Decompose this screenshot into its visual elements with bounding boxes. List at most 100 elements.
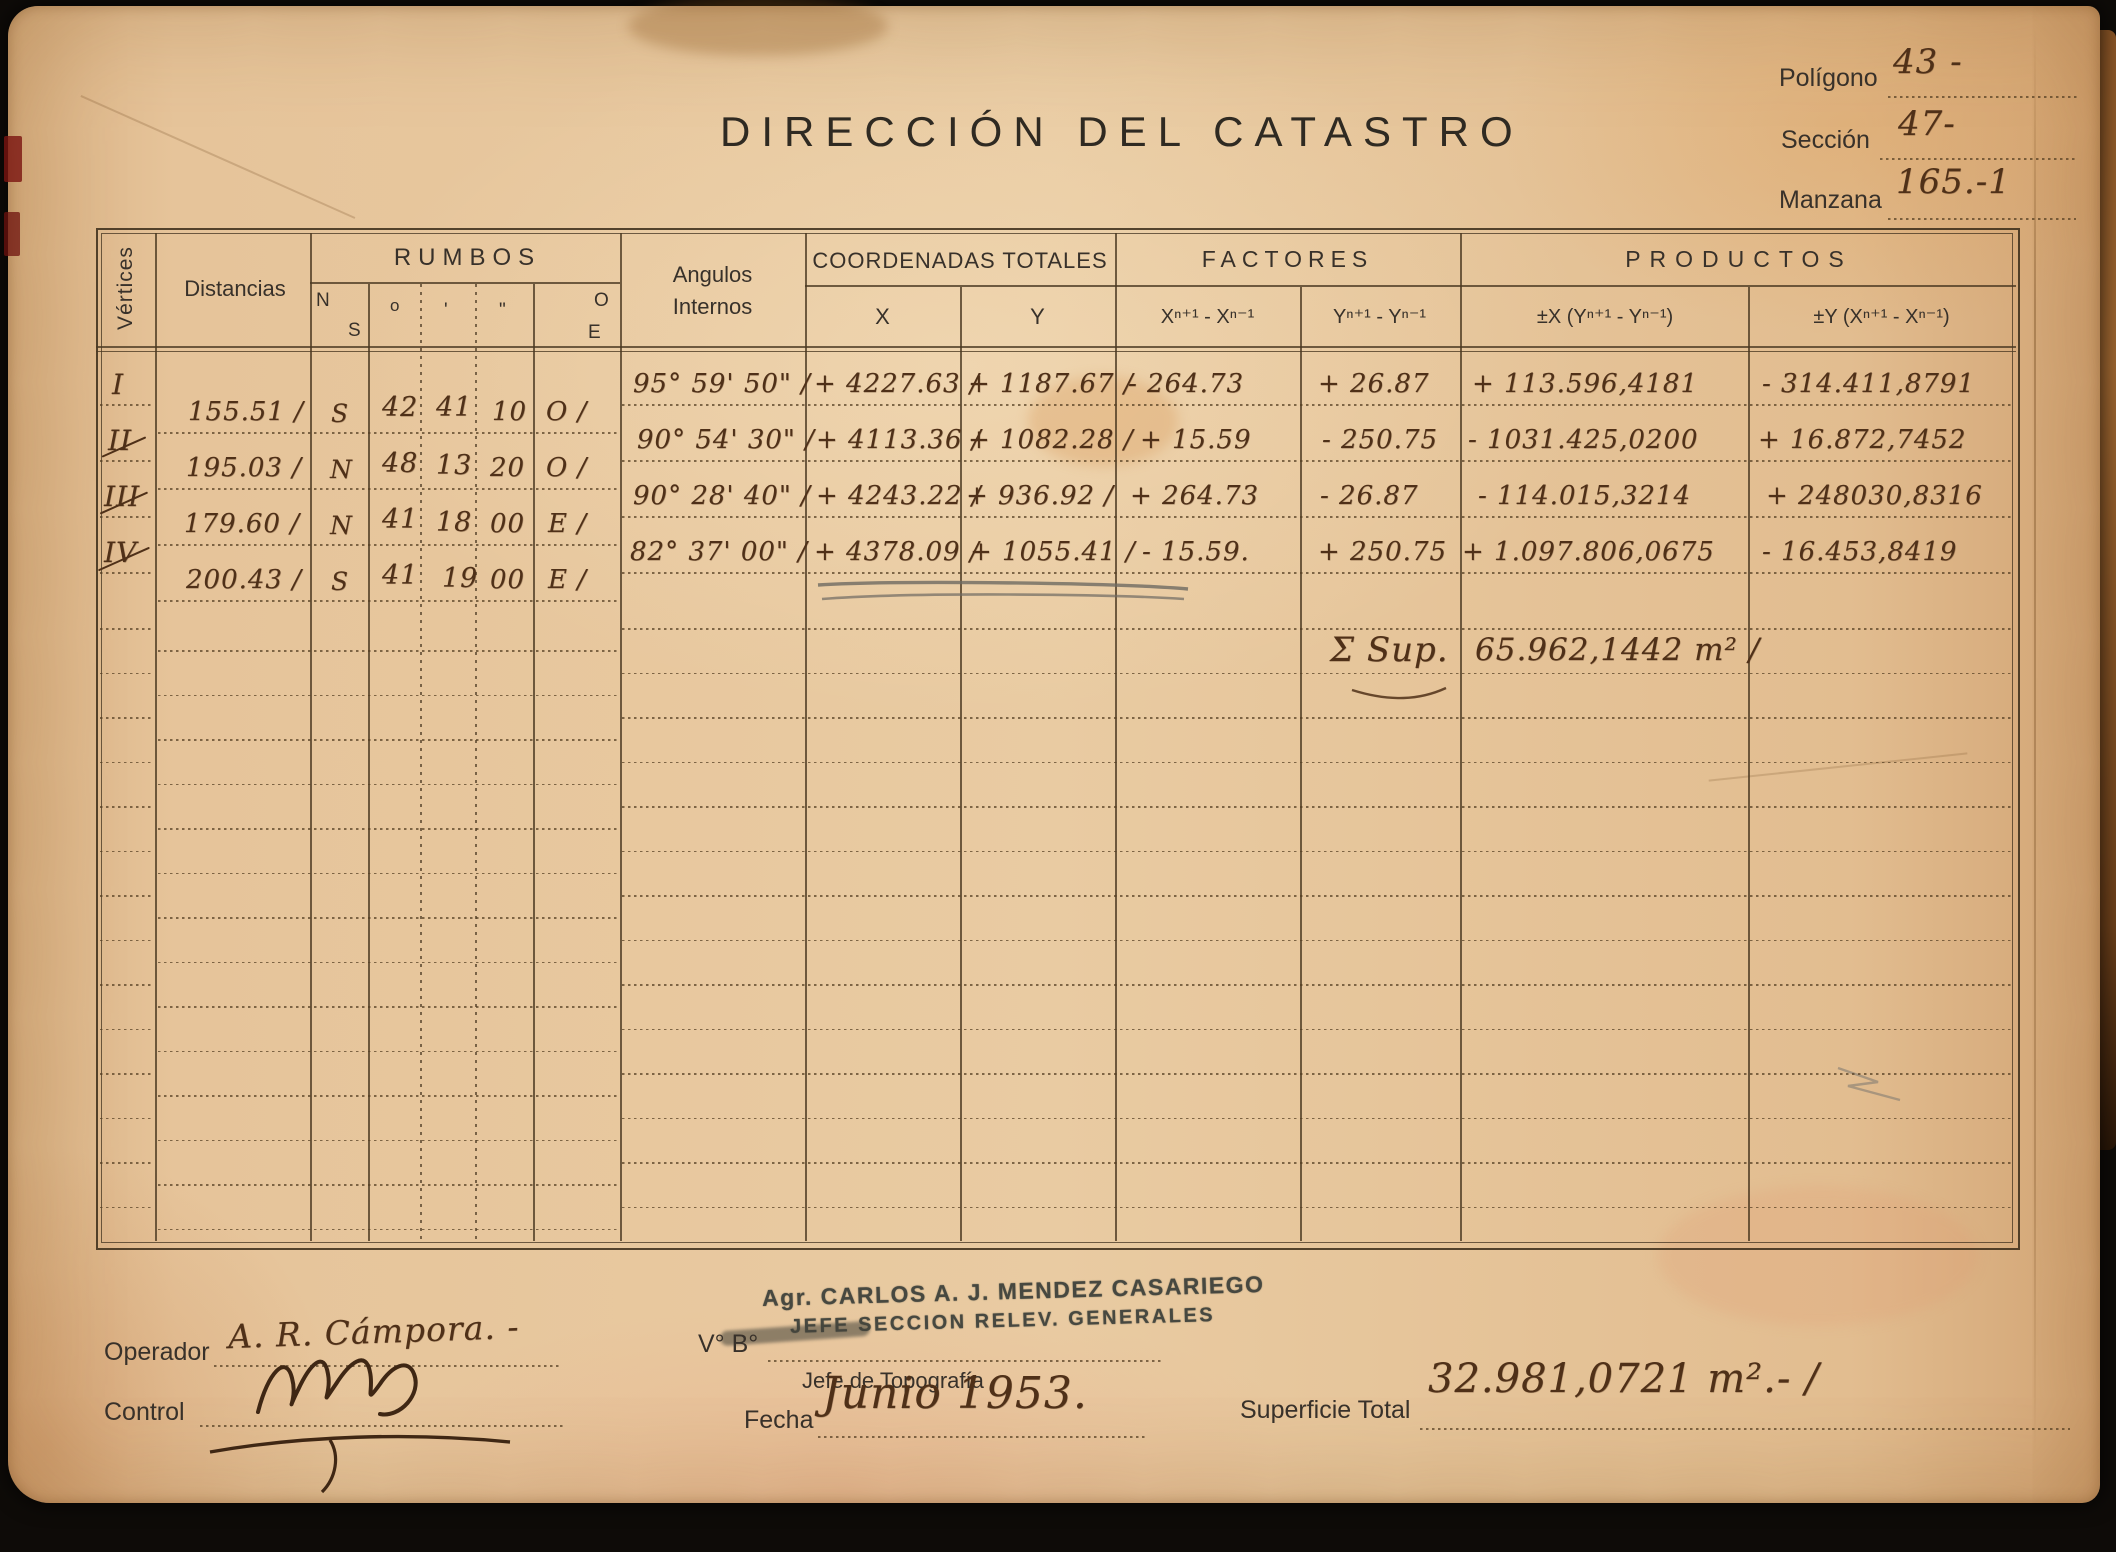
coord-x-value: + 4243.22 /	[816, 481, 982, 511]
red-archive-mark	[4, 212, 20, 256]
sum-value: 65.962,1442 m² /	[1475, 632, 1761, 668]
row-rule-dotted	[622, 1073, 2014, 1075]
row-rule-dotted	[158, 600, 618, 602]
fecha-line	[818, 1436, 1148, 1438]
row-rule-dotted	[158, 488, 618, 490]
vobo-label: V° B°	[698, 1330, 759, 1358]
prod-x-value: + 1.097.806,0675	[1462, 537, 1715, 567]
row-rule-dotted	[622, 895, 2014, 897]
col-rule	[960, 287, 962, 1241]
row-rule-dotted	[100, 1117, 154, 1120]
row-rule-dotted	[100, 572, 154, 574]
control-label: Control	[104, 1398, 185, 1426]
row-rule-dotted	[100, 1206, 154, 1209]
header-coordenadas: COORDENADAS TOTALES	[812, 248, 1108, 273]
operador-label: Operador	[104, 1338, 210, 1366]
jefe-topografia-label: Jefe de Topografía	[802, 1368, 984, 1393]
row-rule-dotted	[158, 1050, 618, 1053]
distancia-value: 200.43 /	[186, 565, 302, 595]
header-rumbos-e: E	[588, 322, 601, 343]
row-rule-dotted	[622, 939, 2014, 942]
poligono-value: 43 -	[1893, 42, 1963, 82]
header-rumbos-min: '	[444, 300, 448, 321]
col-rule	[1300, 287, 1302, 1241]
row-rule-dotted	[158, 694, 618, 697]
row-rule-dotted	[158, 783, 618, 786]
distancia-value: 155.51 /	[188, 397, 304, 427]
page-title: DIRECCIÓN DEL CATASTRO	[720, 108, 1524, 155]
prod-y-value: + 248030,8316	[1766, 481, 1983, 511]
rumbo-ns: S	[331, 567, 350, 596]
row-rule-dotted	[158, 739, 618, 741]
rumbo-deg: 41	[382, 560, 419, 591]
row-rule-dotted	[100, 806, 154, 808]
rumbo-ns: N	[330, 455, 353, 484]
row-rule-dotted	[100, 628, 154, 630]
header-rule	[96, 346, 2016, 348]
sum-label: Σ Sup.	[1330, 630, 1449, 670]
row-rule-dotted	[100, 460, 154, 462]
row-rule-dotted	[158, 1006, 618, 1008]
factor-x-value: - 264.73	[1128, 369, 1245, 399]
coord-x-value: + 4113.36 /	[816, 425, 982, 455]
seccion-label: Sección	[1781, 126, 1870, 154]
rumbo-oe: E /	[548, 565, 588, 595]
coord-y-value: + 1055.41 /	[970, 537, 1136, 567]
col-rule	[533, 284, 535, 1241]
col-rule	[1748, 287, 1750, 1241]
col-rule	[368, 284, 370, 1241]
row-rule-dotted	[622, 761, 2014, 764]
coord-x-value: + 4227.63 /	[814, 369, 980, 399]
row-rule-dotted	[622, 984, 2014, 986]
prod-y-value: - 314.411,8791	[1762, 369, 1975, 399]
row-rule-dotted	[622, 672, 2014, 675]
rumbo-deg: 42	[382, 392, 419, 423]
rumbo-oe: O /	[546, 453, 588, 483]
row-rule-dotted	[622, 1028, 2014, 1031]
angulo-value: 82° 37' 00" /	[630, 537, 808, 567]
rumbo-deg: 48	[382, 448, 419, 479]
header-rule	[310, 282, 620, 284]
row-rule-dotted	[622, 572, 2014, 574]
rumbo-sec: 10	[492, 397, 528, 427]
header-rumbos-deg: o	[390, 296, 400, 315]
factor-y-value: + 250.75	[1318, 537, 1448, 567]
superficie-line	[1420, 1428, 2070, 1430]
seccion-value: 47-	[1898, 104, 1956, 144]
factor-x-value: + 15.59	[1140, 425, 1252, 455]
row-rule-dotted	[158, 872, 618, 875]
rumbo-min: 13	[436, 450, 473, 481]
rumbo-sec: 20	[490, 453, 526, 483]
header-rumbos-sec: "	[499, 300, 506, 321]
row-rule-dotted	[158, 917, 618, 919]
row-rule-dotted	[158, 828, 618, 830]
prod-x-value: - 1031.425,0200	[1468, 425, 1699, 455]
angulo-value: 95° 59' 50" /	[633, 369, 811, 399]
row-rule-dotted	[158, 1184, 618, 1186]
prod-x-value: - 114.015,3214	[1478, 481, 1691, 511]
row-rule-dotted	[622, 404, 2014, 406]
rumbo-oe: E /	[548, 509, 588, 539]
rumbo-deg: 41	[382, 504, 419, 535]
header-factor-x: Xⁿ⁺¹ - Xⁿ⁻¹	[1160, 306, 1255, 328]
row-rule-dotted	[100, 1162, 154, 1164]
rumbo-ns: N	[330, 511, 353, 540]
header-rumbos: RUMBOS	[393, 244, 542, 271]
col-rule	[1460, 233, 1462, 1241]
header-factores: FACTORES	[1201, 246, 1374, 272]
operador-line	[214, 1365, 559, 1367]
col-rule	[620, 233, 622, 1241]
table-inner-border	[101, 233, 2013, 1243]
superficie-label: Superficie Total	[1240, 1396, 1411, 1424]
header-rumbos-n: N	[316, 290, 330, 311]
row-rule-dotted	[100, 672, 154, 675]
header-factor-y: Yⁿ⁺¹ - Yⁿ⁻¹	[1332, 306, 1427, 328]
header-rule	[96, 350, 2016, 353]
rumbo-min: 41	[436, 392, 473, 423]
row-rule-dotted	[622, 717, 2014, 719]
prod-y-value: - 16.453,8419	[1762, 537, 1958, 567]
